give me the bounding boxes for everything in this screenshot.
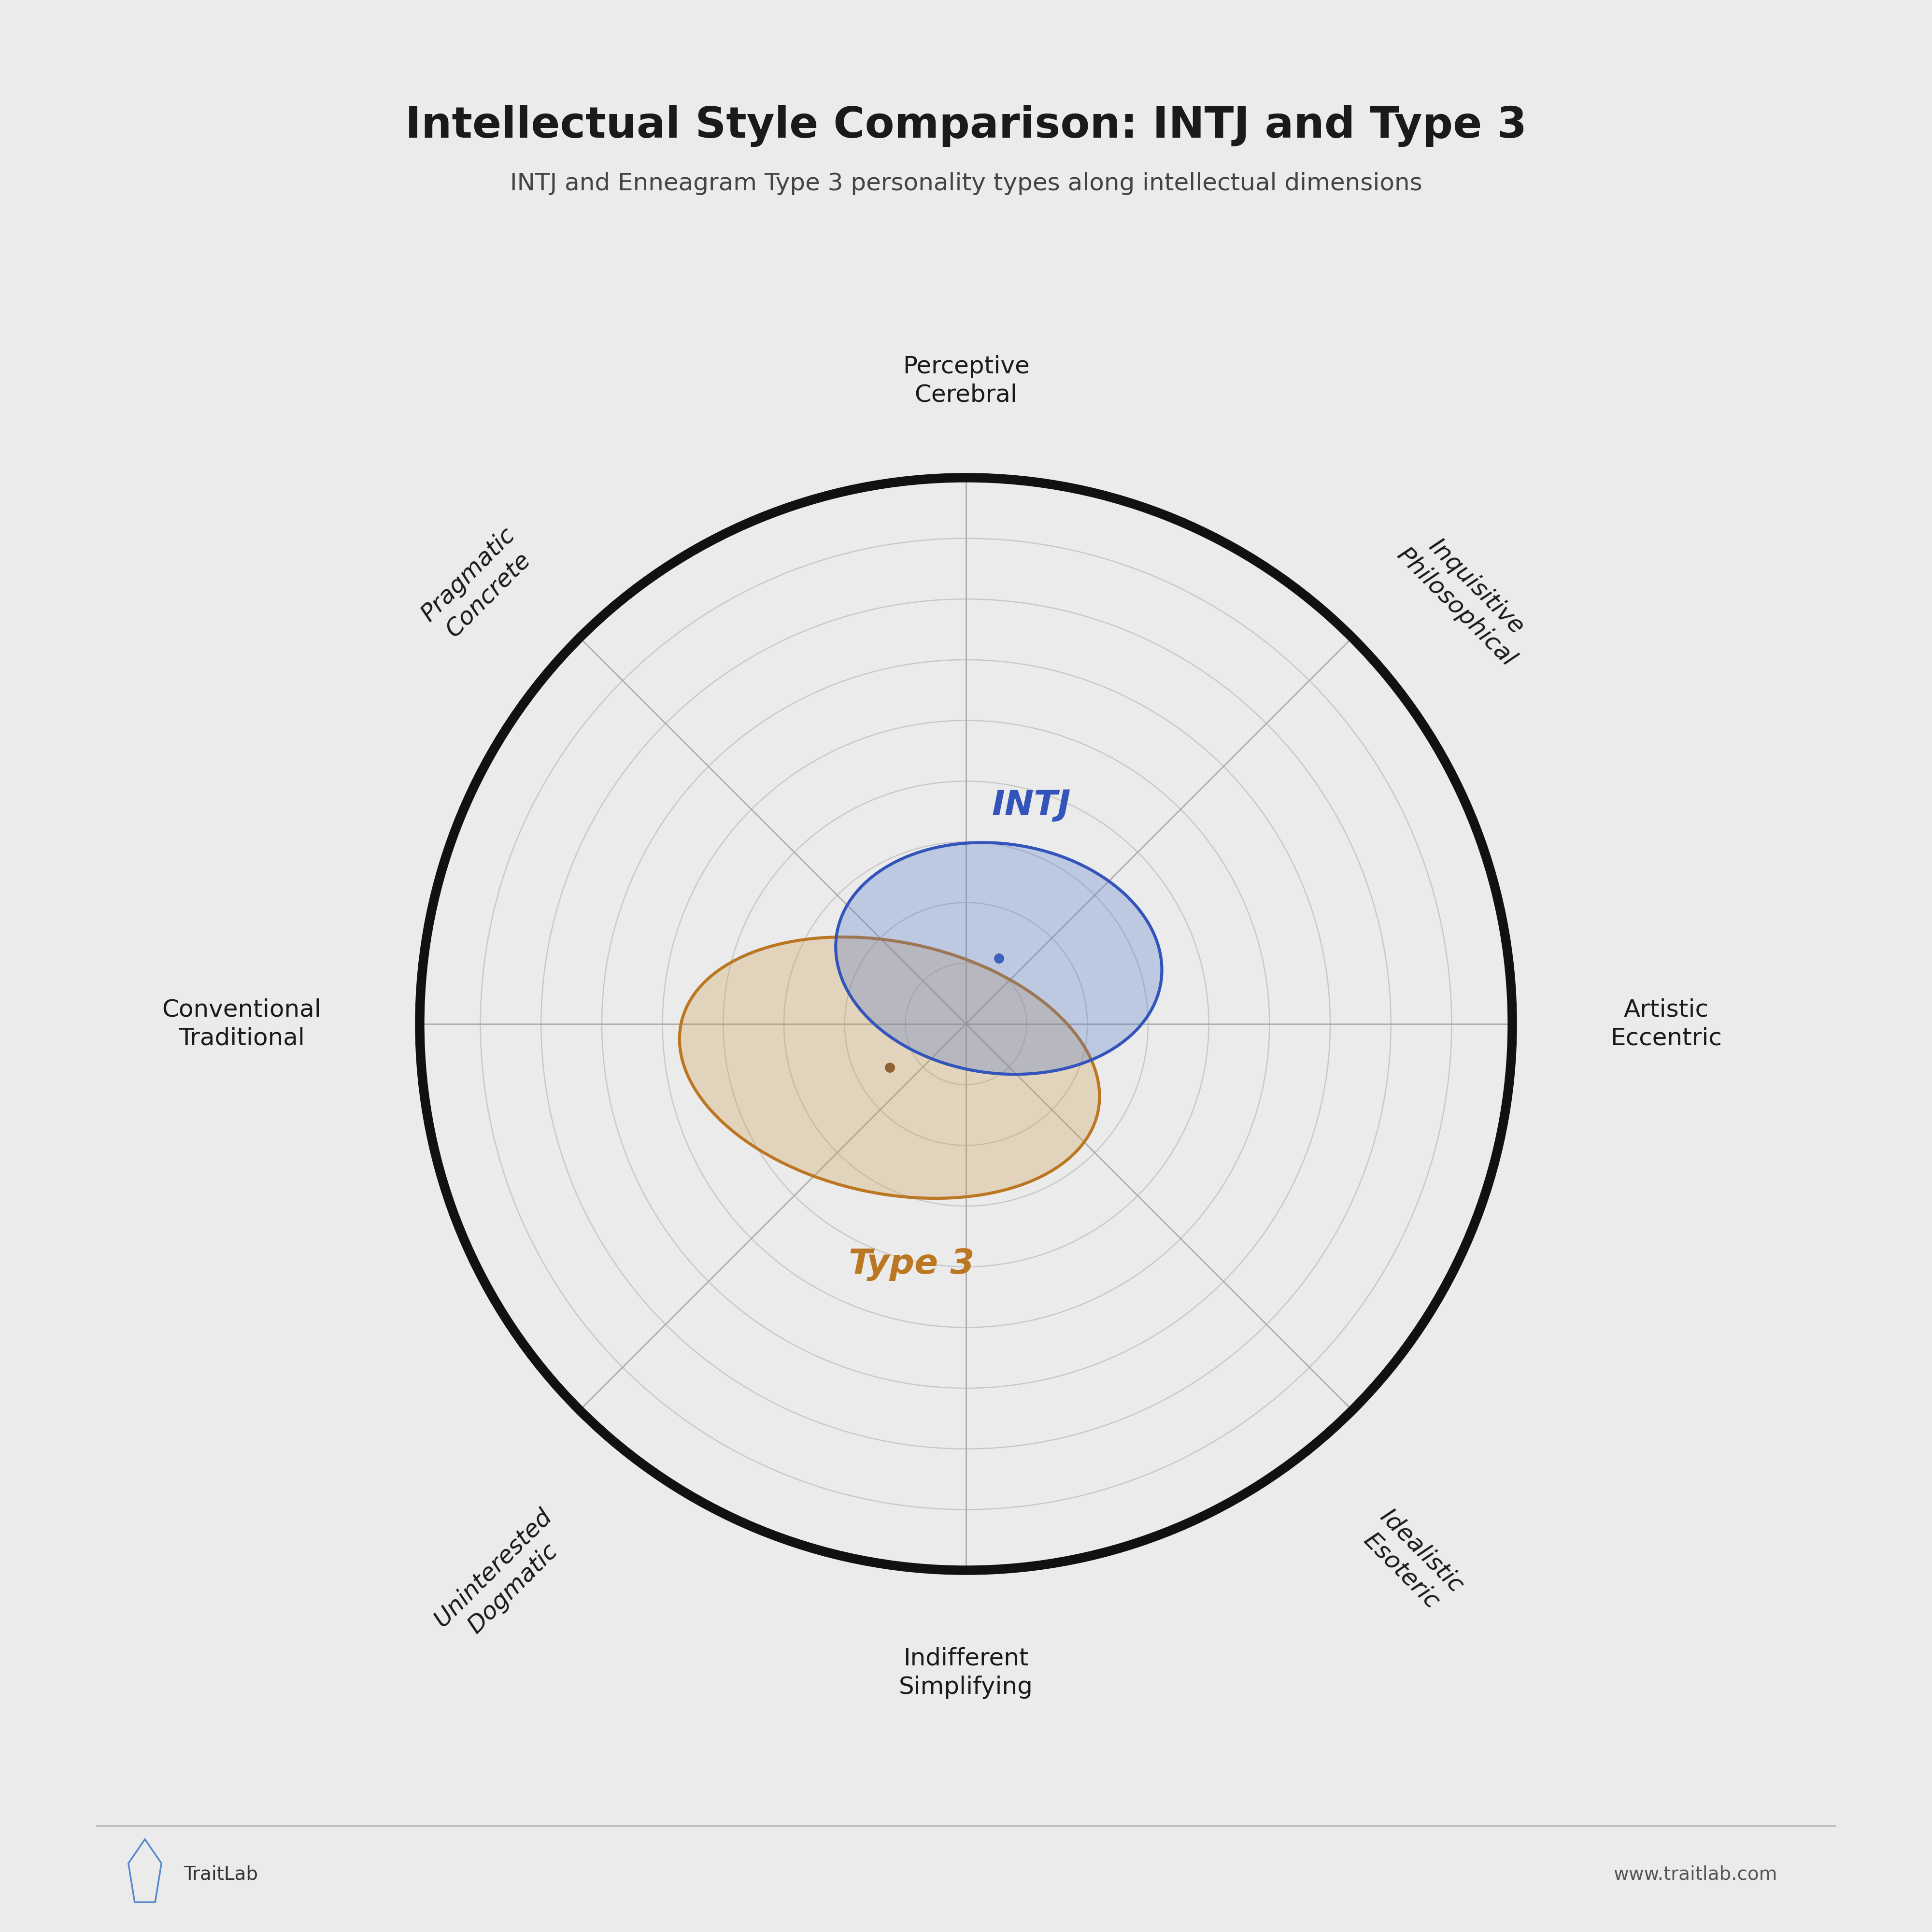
Text: Idealistic
Esoteric: Idealistic Esoteric bbox=[1356, 1505, 1468, 1617]
Text: Indifferent
Simplifying: Indifferent Simplifying bbox=[898, 1646, 1034, 1698]
Text: Type 3: Type 3 bbox=[848, 1248, 974, 1281]
Text: Artistic
Eccentric: Artistic Eccentric bbox=[1611, 999, 1721, 1049]
Text: Uninterested
Dogmatic: Uninterested Dogmatic bbox=[429, 1505, 576, 1652]
Text: Conventional
Traditional: Conventional Traditional bbox=[162, 999, 321, 1049]
Ellipse shape bbox=[680, 937, 1099, 1198]
Text: Pragmatic
Concrete: Pragmatic Concrete bbox=[417, 524, 539, 645]
Text: Perceptive
Cerebral: Perceptive Cerebral bbox=[902, 355, 1030, 406]
Text: www.traitlab.com: www.traitlab.com bbox=[1613, 1864, 1777, 1884]
Text: INTJ: INTJ bbox=[991, 788, 1070, 823]
Text: Inquisitive
Philosophical: Inquisitive Philosophical bbox=[1393, 524, 1540, 670]
Text: TraitLab: TraitLab bbox=[184, 1864, 259, 1884]
Ellipse shape bbox=[837, 842, 1161, 1074]
Text: INTJ and Enneagram Type 3 personality types along intellectual dimensions: INTJ and Enneagram Type 3 personality ty… bbox=[510, 172, 1422, 195]
Text: Intellectual Style Comparison: INTJ and Type 3: Intellectual Style Comparison: INTJ and … bbox=[406, 104, 1526, 147]
